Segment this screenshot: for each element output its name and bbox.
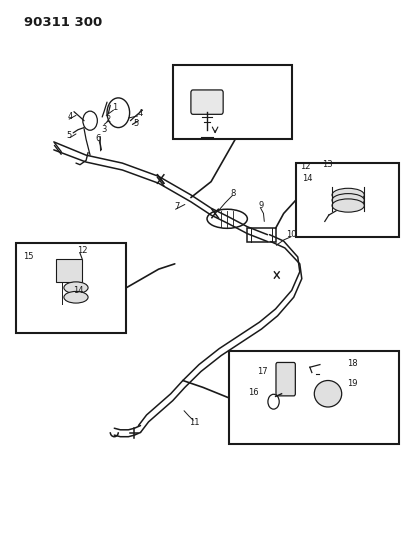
Ellipse shape [331,199,363,212]
Ellipse shape [331,193,363,207]
Text: 9: 9 [258,201,263,210]
FancyBboxPatch shape [190,90,223,114]
Text: 4: 4 [67,112,72,122]
Text: 12: 12 [77,246,87,255]
Text: 90311 300: 90311 300 [23,16,102,29]
Text: 11: 11 [188,418,199,427]
Text: 4: 4 [138,109,143,118]
Bar [15,243,126,333]
Text: 2: 2 [105,115,111,124]
Text: 5: 5 [66,131,72,140]
Bar [295,163,398,237]
Text: 15: 15 [23,253,34,262]
Text: 16: 16 [247,388,258,397]
Text: 18: 18 [346,359,357,367]
Ellipse shape [64,282,88,294]
Text: 14: 14 [302,174,312,183]
Text: 10: 10 [286,230,296,239]
Text: 17: 17 [257,367,267,376]
Text: 19: 19 [346,378,356,387]
Bar [246,228,275,241]
Text: 14: 14 [72,286,83,295]
Text: 12: 12 [300,163,310,171]
Text: 3: 3 [101,125,107,134]
Text: 6: 6 [95,134,100,143]
Text: 5: 5 [134,119,139,128]
FancyBboxPatch shape [275,362,294,396]
Text: 1: 1 [111,103,117,112]
Ellipse shape [313,381,341,407]
FancyBboxPatch shape [55,259,82,282]
Bar [229,351,398,444]
Text: 7: 7 [174,202,179,211]
Text: 8: 8 [230,189,235,198]
Ellipse shape [331,188,363,201]
Bar [173,65,291,139]
Text: 13: 13 [321,160,332,169]
Ellipse shape [64,292,88,303]
